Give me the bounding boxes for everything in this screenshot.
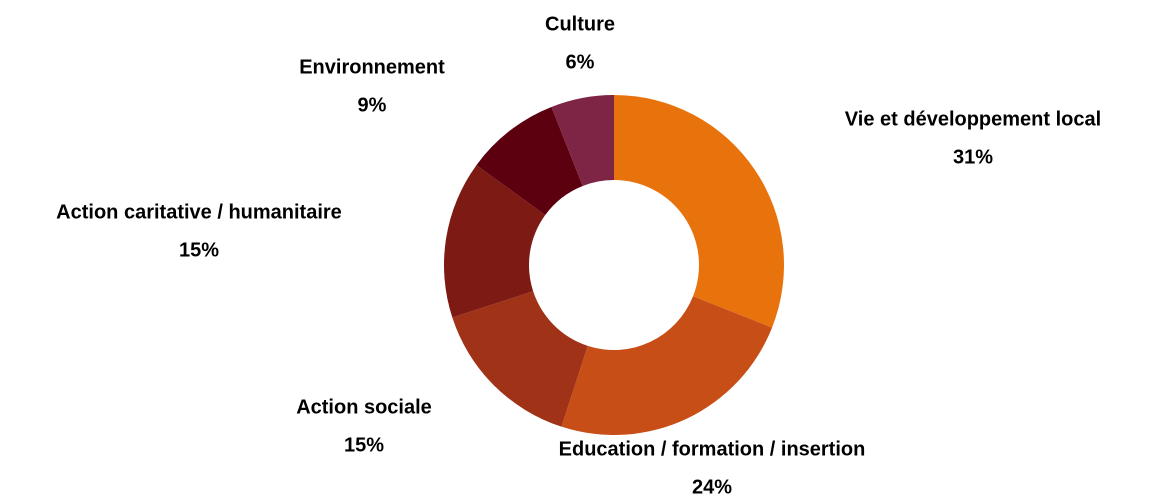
donut-segment <box>476 106 583 216</box>
segment-value-label: 6% <box>566 51 595 73</box>
segment-label: Environnement <box>299 56 445 78</box>
segment-value-label: 15% <box>344 434 384 456</box>
segment-label: Action caritative / humanitaire <box>56 201 342 223</box>
donut-segment <box>551 95 614 186</box>
segment-label: Vie et développement local <box>845 108 1101 130</box>
segment-label: Culture <box>545 13 615 35</box>
donut-segment <box>444 165 546 318</box>
segment-value-label: 31% <box>953 146 993 168</box>
segment-value-label: 24% <box>692 476 732 498</box>
donut-segment <box>614 95 784 328</box>
segment-label: Education / formation / insertion <box>559 438 866 460</box>
segment-value-label: 15% <box>179 239 219 261</box>
segment-value-label: 9% <box>358 94 387 116</box>
segment-label: Action sociale <box>296 396 432 418</box>
donut-segment <box>561 296 773 435</box>
donut-segment <box>452 291 588 427</box>
